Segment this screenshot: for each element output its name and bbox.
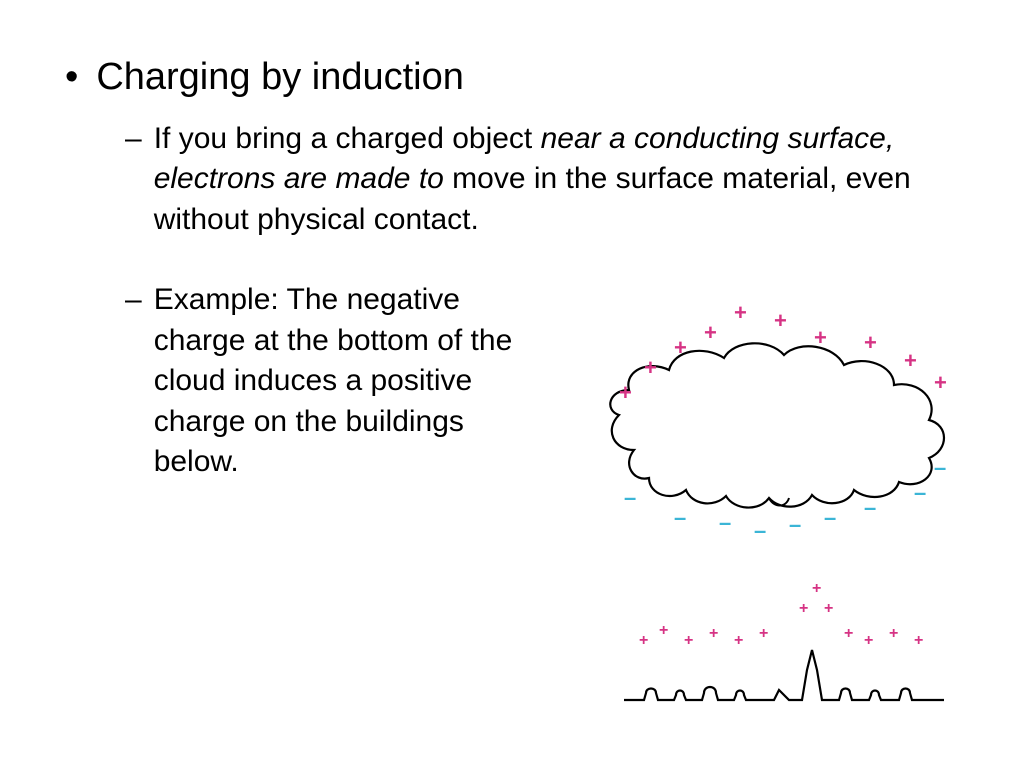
plus-icon: + bbox=[774, 308, 787, 334]
plus-icon: + bbox=[812, 580, 821, 598]
plus-icon: + bbox=[684, 632, 693, 650]
point-2-text: Example: The negative charge at the bott… bbox=[154, 280, 534, 483]
main-bullet: • Charging by induction bbox=[55, 55, 974, 101]
minus-icon: – bbox=[934, 455, 946, 481]
minus-icon: – bbox=[914, 480, 926, 506]
minus-icon: – bbox=[864, 495, 876, 521]
minus-icon: – bbox=[789, 512, 801, 538]
minus-icon: – bbox=[754, 518, 766, 544]
plus-icon: + bbox=[904, 348, 917, 374]
plus-icon: + bbox=[844, 625, 853, 643]
slide-title: Charging by induction bbox=[96, 55, 464, 101]
minus-icon: – bbox=[719, 510, 731, 536]
plus-icon: + bbox=[644, 355, 657, 381]
plus-icon: + bbox=[619, 380, 632, 406]
point-1-prefix: If you bring a charged object bbox=[154, 122, 541, 155]
plus-icon: + bbox=[864, 632, 873, 650]
point-1-text: If you bring a charged object near a con… bbox=[154, 119, 974, 241]
dash-icon: – bbox=[125, 280, 142, 319]
plus-icon: + bbox=[814, 325, 827, 351]
plus-icon: + bbox=[704, 320, 717, 346]
plus-icon: + bbox=[639, 632, 648, 650]
plus-icon: + bbox=[824, 600, 833, 618]
plus-icon: + bbox=[674, 335, 687, 361]
plus-icon: + bbox=[889, 625, 898, 643]
minus-icon: – bbox=[824, 505, 836, 531]
sub-bullet-2: – Example: The negative charge at the bo… bbox=[125, 280, 534, 483]
plus-icon: + bbox=[914, 632, 923, 650]
plus-icon: + bbox=[734, 300, 747, 326]
plus-icon: + bbox=[734, 632, 743, 650]
plus-icon: + bbox=[864, 330, 877, 356]
plus-icon: + bbox=[659, 622, 668, 640]
plus-icon: + bbox=[709, 625, 718, 643]
minus-icon: – bbox=[624, 485, 636, 511]
bullet-dot: • bbox=[65, 58, 78, 96]
minus-icon: – bbox=[674, 505, 686, 531]
city-drawing bbox=[624, 645, 984, 725]
plus-icon: + bbox=[759, 625, 768, 643]
dash-icon: – bbox=[125, 119, 142, 158]
sub-bullet-1: – If you bring a charged object near a c… bbox=[125, 119, 974, 241]
plus-icon: + bbox=[799, 600, 808, 618]
plus-icon: + bbox=[934, 370, 947, 396]
